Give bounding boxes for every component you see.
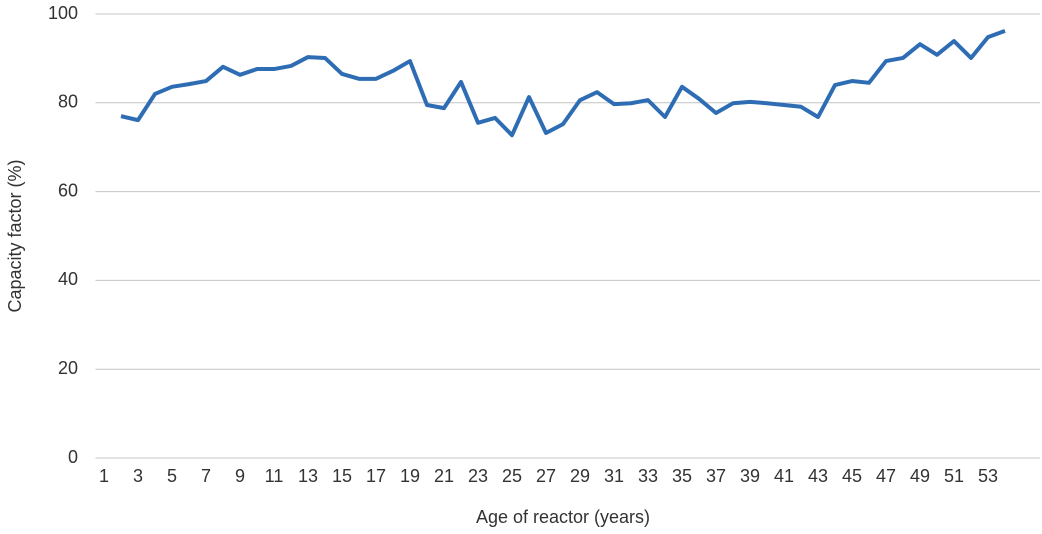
x-tick-label: 45 <box>842 466 862 486</box>
x-tick-label: 9 <box>235 466 245 486</box>
x-tick-label: 31 <box>604 466 624 486</box>
x-tick-label: 53 <box>978 466 998 486</box>
x-tick-label: 41 <box>774 466 794 486</box>
x-tick-label: 1 <box>99 466 109 486</box>
x-tick-label: 37 <box>706 466 726 486</box>
x-tick-label: 29 <box>570 466 590 486</box>
x-tick-label: 15 <box>332 466 352 486</box>
x-tick-label: 3 <box>133 466 143 486</box>
x-tick-label: 19 <box>400 466 420 486</box>
x-tick-label: 25 <box>502 466 522 486</box>
x-tick-label: 7 <box>201 466 211 486</box>
x-tick-label: 43 <box>808 466 828 486</box>
data-line <box>120 28 1006 138</box>
x-tick-label: 13 <box>298 466 318 486</box>
x-tick-label: 39 <box>740 466 760 486</box>
x-tick-label: 11 <box>265 466 284 486</box>
x-tick-label: 5 <box>167 466 177 486</box>
x-tick-label: 33 <box>638 466 658 486</box>
y-tick-label: 0 <box>68 447 78 467</box>
x-tick-label: 35 <box>672 466 692 486</box>
y-tick-label: 60 <box>58 180 78 200</box>
y-tick-label: 40 <box>58 269 78 289</box>
y-tick-label: 20 <box>58 358 78 378</box>
x-tick-label: 47 <box>876 466 896 486</box>
x-axis-label: Age of reactor (years) <box>476 507 650 527</box>
y-axis-label: Capacity factor (%) <box>5 159 25 312</box>
x-tick-label: 27 <box>536 466 556 486</box>
x-tick-label: 51 <box>944 466 964 486</box>
y-tick-label: 80 <box>58 92 78 112</box>
x-tick-label: 17 <box>366 466 386 486</box>
x-tick-label: 21 <box>434 466 454 486</box>
x-tick-label: 49 <box>910 466 930 486</box>
x-tick-label: 23 <box>468 466 488 486</box>
y-tick-label: 100 <box>48 3 78 23</box>
